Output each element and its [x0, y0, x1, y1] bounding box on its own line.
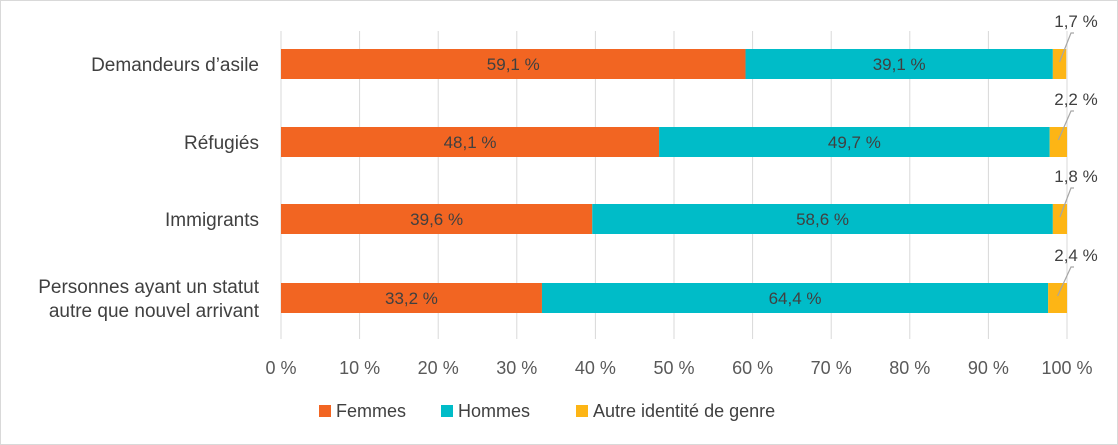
- category-label-3: Immigrants: [165, 210, 259, 231]
- legend-swatch-1: [319, 405, 331, 417]
- bar-segment-2-row-4: [541, 283, 1049, 313]
- leader-line-row-2: [1057, 110, 1074, 141]
- legend-label-1: Femmes: [336, 401, 406, 421]
- x-tick-label-60: 60 %: [732, 358, 773, 378]
- x-tick-label-80: 80 %: [889, 358, 930, 378]
- bar-segment-3-row-2: [1049, 127, 1067, 157]
- bar-segment-1-row-4: [281, 283, 542, 313]
- data-label-3-row-3: 1,8 %: [1054, 167, 1097, 186]
- bar-segment-2-row-1: [745, 49, 1053, 79]
- category-label-4-line-2: autre que nouvel arrivant: [49, 301, 260, 322]
- legend-label-3: Autre identité de genre: [593, 401, 775, 421]
- data-label-2-row-4: 64,4 %: [769, 289, 822, 308]
- bar-segment-1-row-3: [281, 204, 593, 234]
- x-tick-label-70: 70 %: [811, 358, 852, 378]
- x-tick-label-10: 10 %: [339, 358, 380, 378]
- x-tick-label-30: 30 %: [496, 358, 537, 378]
- legend: Femmes Hommes Autre identité de genre: [319, 401, 775, 421]
- bar-segment-2-row-3: [592, 204, 1053, 234]
- x-tick-label-0: 0 %: [265, 358, 296, 378]
- legend-label-2: Hommes: [458, 401, 530, 421]
- data-label-3-row-4: 2,4 %: [1054, 246, 1097, 265]
- leader-line-row-4: [1057, 266, 1074, 297]
- x-axis-tick-labels: 0 % 10 % 20 % 30 % 40 % 50 % 60 % 70 % 80 % 90 % 1…: [265, 358, 1092, 378]
- bar-segment-3-row-4: [1048, 283, 1067, 313]
- bars: 59,1 % 39,1 % 1,7 % 48,1 % 49,7 % 2,2 % 39,6 %…: [281, 12, 1098, 313]
- x-tick-label-90: 90 %: [968, 358, 1009, 378]
- category-label-2: Réfugiés: [184, 133, 259, 154]
- legend-swatch-3: [576, 405, 588, 417]
- bar-segment-3-row-3: [1052, 204, 1067, 234]
- data-label-2-row-3: 58,6 %: [796, 210, 849, 229]
- bar-segment-2-row-2: [659, 127, 1050, 157]
- category-labels: Demandeurs d’asile Réfugiés Immigrants Pers…: [38, 55, 259, 322]
- data-label-2-row-1: 39,1 %: [873, 55, 926, 74]
- data-label-1-row-3: 39,6 %: [410, 210, 463, 229]
- data-label-2-row-2: 49,7 %: [828, 133, 881, 152]
- data-label-3-row-1: 1,7 %: [1054, 12, 1097, 31]
- leader-line-row-3: [1059, 187, 1074, 218]
- x-tick-label-40: 40 %: [575, 358, 616, 378]
- category-label-1: Demandeurs d’asile: [91, 55, 259, 76]
- bar-segment-1-row-1: [281, 49, 746, 79]
- bar-segment-3-row-1: [1052, 49, 1067, 79]
- x-tick-label-50: 50 %: [653, 358, 694, 378]
- data-label-1-row-4: 33,2 %: [385, 289, 438, 308]
- x-tick-label-20: 20 %: [418, 358, 459, 378]
- data-label-1-row-1: 59,1 %: [487, 55, 540, 74]
- data-label-1-row-2: 48,1 %: [444, 133, 497, 152]
- leader-line-row-1: [1058, 32, 1074, 63]
- category-label-4-line-1: Personnes ayant un statut: [38, 277, 259, 298]
- legend-swatch-2: [441, 405, 453, 417]
- bar-segment-1-row-2: [281, 127, 660, 157]
- x-tick-label-100: 100 %: [1041, 358, 1092, 378]
- data-label-3-row-2: 2,2 %: [1054, 90, 1097, 109]
